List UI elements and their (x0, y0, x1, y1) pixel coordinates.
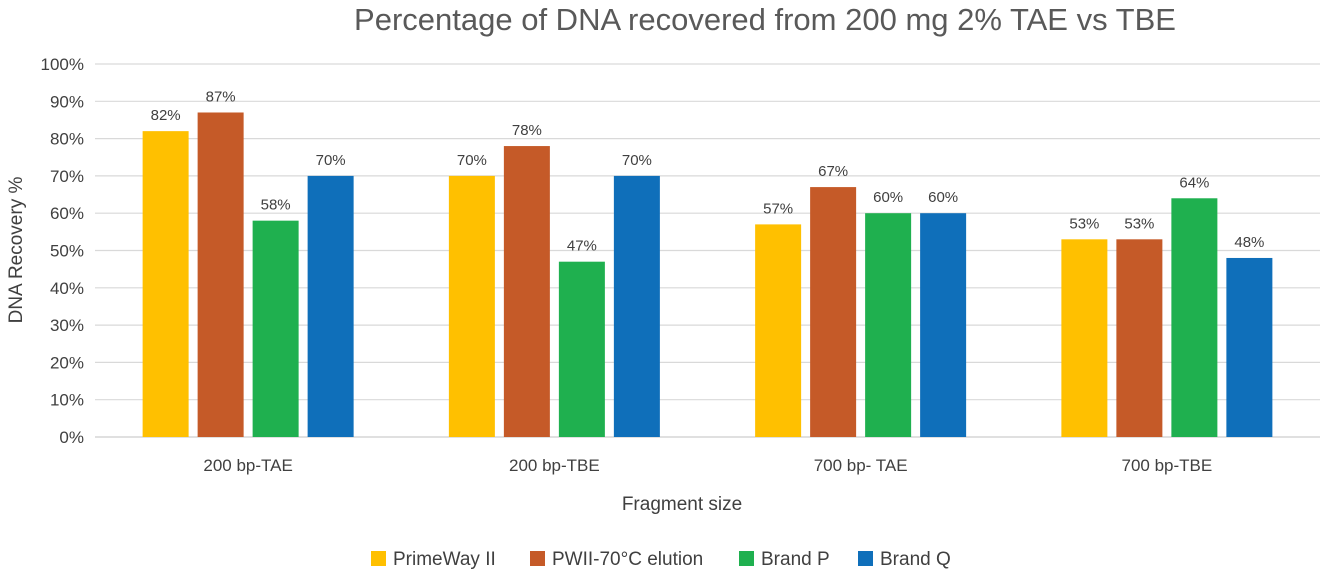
data-label: 53% (1069, 215, 1099, 232)
bar-brand-q-1 (307, 175, 354, 437)
y-tick-label: 10% (50, 391, 84, 410)
data-label: 47% (567, 238, 597, 255)
y-axis-ticks: 0% 10% 20% 30% 40% 50% 60% 70% 80% 90% 100% (41, 55, 84, 447)
data-label: 78% (512, 122, 542, 139)
data-label: 70% (457, 152, 487, 169)
bar-brand-q-2 (613, 175, 660, 437)
x-tick-label: 700 bp-TBE (1122, 456, 1213, 475)
bar-brand-p-1 (252, 220, 299, 437)
data-label: 48% (1234, 234, 1264, 251)
x-tick-label: 200 bp-TAE (203, 456, 292, 475)
y-tick-label: 100% (41, 55, 84, 74)
data-label: 60% (873, 189, 903, 206)
legend-label: PWII-70°C elution (552, 549, 703, 570)
y-tick-label: 80% (50, 130, 84, 149)
y-tick-label: 70% (50, 167, 84, 186)
bar-pwii-70-c-elution-4 (1116, 239, 1163, 437)
legend-swatch (858, 551, 873, 566)
bar-primeway-ii-1 (142, 131, 189, 437)
legend-label: PrimeWay II (393, 549, 496, 570)
y-tick-label: 90% (50, 92, 84, 111)
bars (142, 112, 1273, 438)
y-tick-label: 40% (50, 279, 84, 298)
y-tick-label: 60% (50, 204, 84, 223)
data-label: 70% (316, 152, 346, 169)
bar-brand-q-3 (920, 213, 967, 437)
data-labels: 82% 87% 58% 70% 70% 78% 47% 70% 57% 67% 60% 60% 53% 5… (151, 88, 1265, 254)
bar-primeway-ii-4 (1061, 239, 1108, 437)
data-label: 60% (928, 189, 958, 206)
bar-brand-p-3 (865, 213, 912, 437)
y-tick-label: 50% (50, 242, 84, 261)
chart-title: Percentage of DNA recovered from 200 mg … (354, 2, 1176, 37)
y-axis-label: DNA Recovery % (6, 177, 27, 324)
y-tick-label: 0% (59, 428, 84, 447)
data-label: 58% (261, 197, 291, 214)
legend-swatch (530, 551, 545, 566)
data-label: 70% (622, 152, 652, 169)
legend-swatch (371, 551, 386, 566)
legend: PrimeWay II PWII-70°C elution Brand P Brand… (371, 549, 951, 570)
bar-pwii-70-c-elution-2 (503, 146, 550, 437)
x-axis-ticks: 200 bp-TAE 200 bp-TBE 700 bp- TAE 700 bp-TB… (203, 456, 1212, 475)
data-label: 82% (151, 107, 181, 124)
y-tick-label: 30% (50, 316, 84, 335)
bar-primeway-ii-2 (448, 175, 495, 437)
data-label: 67% (818, 163, 848, 180)
bar-brand-q-4 (1226, 257, 1273, 437)
legend-label: Brand Q (880, 549, 951, 570)
data-label: 57% (763, 200, 793, 217)
x-tick-label: 700 bp- TAE (814, 456, 908, 475)
bar-pwii-70-c-elution-1 (197, 112, 244, 438)
bar-brand-p-2 (558, 261, 605, 437)
legend-label: Brand P (761, 549, 830, 570)
y-tick-label: 20% (50, 353, 84, 372)
data-label: 87% (206, 88, 236, 105)
data-label: 64% (1179, 174, 1209, 191)
bar-primeway-ii-3 (755, 224, 802, 437)
legend-swatch (739, 551, 754, 566)
bar-brand-p-4 (1171, 198, 1218, 437)
data-label: 53% (1124, 215, 1154, 232)
x-tick-label: 200 bp-TBE (509, 456, 600, 475)
gridlines (95, 63, 1320, 438)
bar-pwii-70-c-elution-3 (810, 187, 857, 437)
x-axis-label: Fragment size (622, 494, 742, 515)
